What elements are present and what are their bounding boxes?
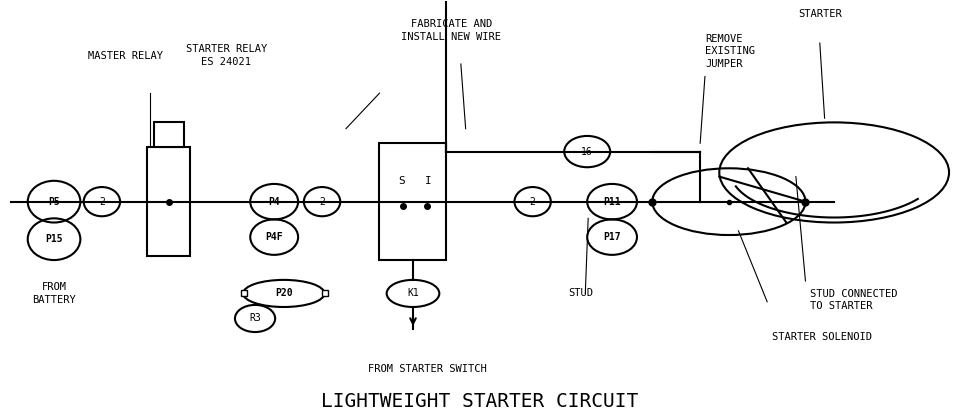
Text: LIGHTWEIGHT STARTER CIRCUIT: LIGHTWEIGHT STARTER CIRCUIT: [322, 392, 638, 412]
Text: FABRICATE AND
INSTALL NEW WIRE: FABRICATE AND INSTALL NEW WIRE: [401, 19, 501, 42]
Text: P17: P17: [603, 232, 621, 242]
Text: P4F: P4F: [265, 232, 283, 242]
Text: 2: 2: [99, 197, 105, 207]
Text: P4: P4: [269, 197, 280, 207]
Text: P20: P20: [275, 289, 293, 299]
Text: S: S: [398, 176, 405, 186]
Text: FROM STARTER SWITCH: FROM STARTER SWITCH: [368, 364, 487, 373]
Text: STARTER: STARTER: [798, 9, 842, 19]
Text: STARTER SOLENOID: STARTER SOLENOID: [772, 332, 872, 342]
Text: REMOVE
EXISTING
JUMPER: REMOVE EXISTING JUMPER: [705, 34, 755, 69]
Text: 2: 2: [530, 197, 536, 207]
FancyBboxPatch shape: [154, 122, 184, 147]
Text: STUD: STUD: [568, 289, 593, 299]
FancyBboxPatch shape: [148, 147, 190, 256]
Text: P15: P15: [45, 234, 62, 244]
Text: I: I: [425, 176, 432, 186]
FancyBboxPatch shape: [379, 143, 446, 260]
Text: P5: P5: [48, 197, 60, 207]
Text: MASTER RELAY: MASTER RELAY: [87, 51, 162, 60]
Text: FROM
BATTERY: FROM BATTERY: [33, 282, 76, 304]
Text: STARTER RELAY
ES 24021: STARTER RELAY ES 24021: [185, 45, 267, 67]
Text: 2: 2: [319, 197, 325, 207]
Text: P11: P11: [603, 197, 621, 207]
Text: R3: R3: [250, 313, 261, 323]
Text: STUD CONNECTED
TO STARTER: STUD CONNECTED TO STARTER: [810, 289, 898, 311]
Text: 16: 16: [582, 147, 593, 157]
Text: K1: K1: [407, 289, 419, 299]
